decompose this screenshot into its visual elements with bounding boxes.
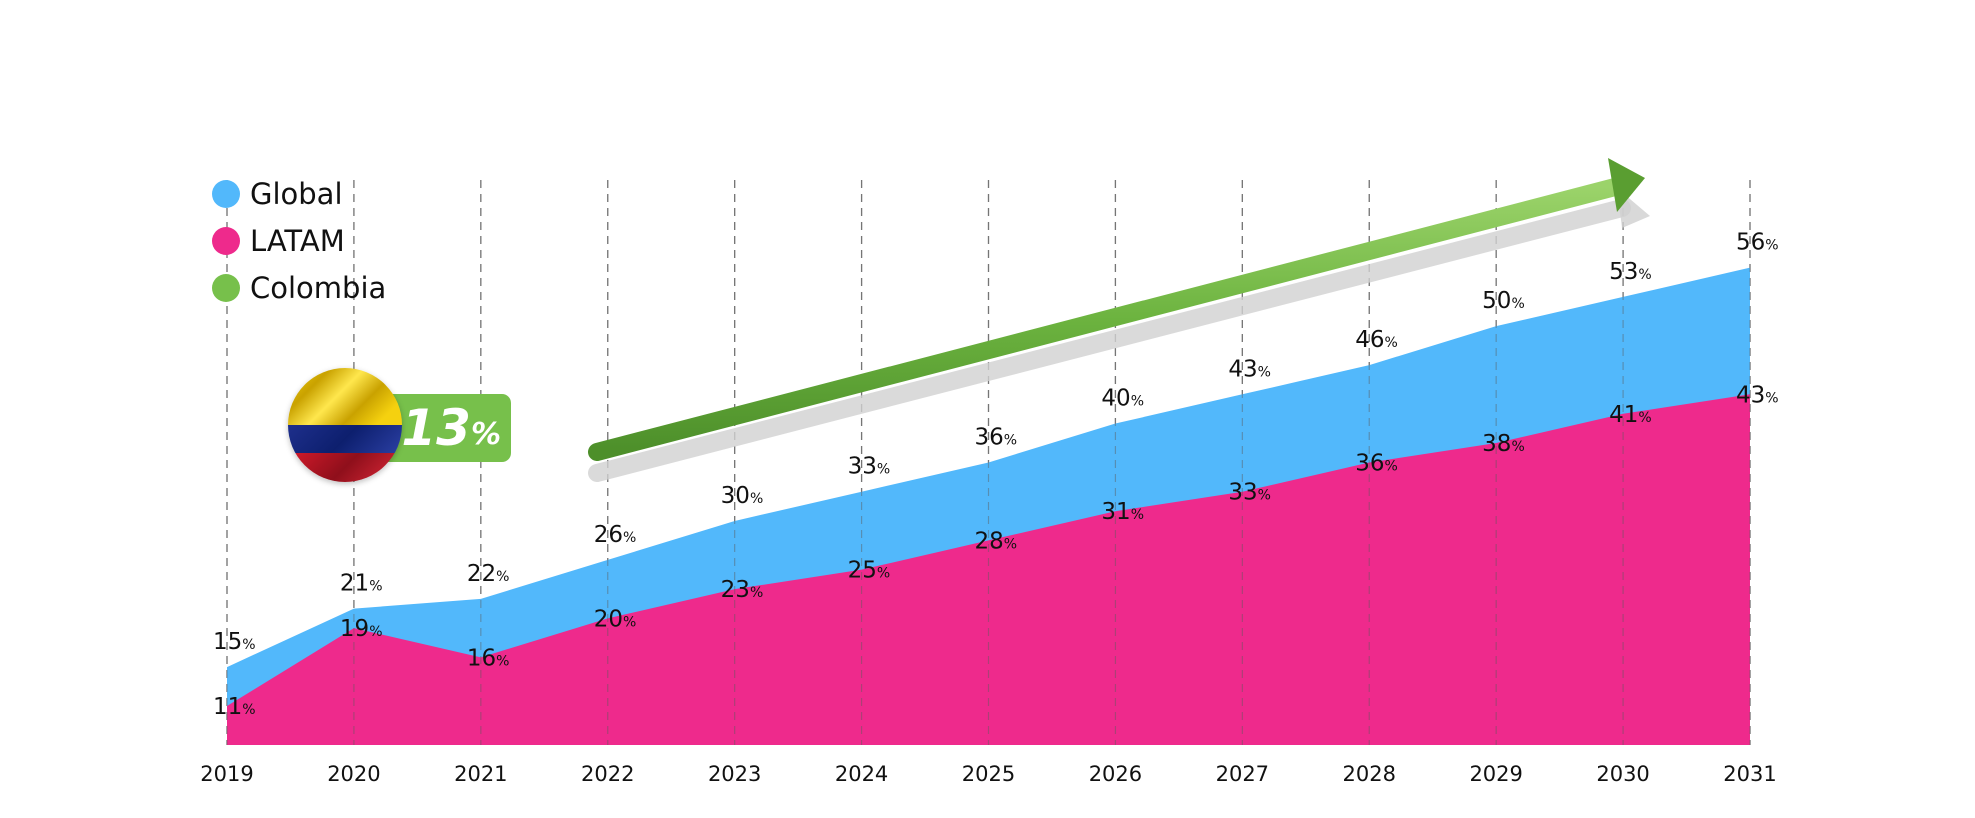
area-latam (227, 394, 1750, 745)
label-global-2027: 43% (1228, 356, 1271, 382)
label-global-2024: 33% (848, 454, 891, 480)
label-latam-2021: 16% (467, 645, 510, 671)
label-latam-2024: 25% (848, 558, 891, 584)
area-layer (226, 180, 1751, 745)
label-global-2025: 36% (975, 425, 1018, 451)
legend: Global LATAM Colombia (212, 170, 386, 311)
label-latam-2028: 36% (1355, 451, 1398, 477)
legend-swatch-global (212, 179, 240, 208)
label-global-2021: 22% (467, 561, 510, 587)
legend-item-latam: LATAM (212, 217, 386, 264)
x-tick-2019: 2019 (200, 762, 253, 786)
label-global-2022: 26% (594, 522, 637, 548)
label-global-2028: 46% (1355, 327, 1398, 353)
arrow-shaft (588, 178, 1624, 461)
x-tick-2031: 2031 (1723, 762, 1776, 786)
arrow-head (1608, 158, 1645, 212)
label-latam-2023: 23% (721, 577, 764, 603)
label-global-2031: 56% (1736, 230, 1779, 256)
x-axis-ticks: 2019 2020 2021 2022 2023 2024 2025 2026 2027 2028… (200, 762, 1776, 786)
label-global-2030: 53% (1609, 259, 1652, 285)
label-latam-2030: 41% (1609, 402, 1652, 428)
label-latam-2029: 38% (1482, 431, 1525, 457)
label-latam-2025: 28% (975, 528, 1018, 554)
legend-swatch-colombia (212, 273, 240, 302)
x-tick-2025: 2025 (962, 762, 1015, 786)
label-global-2020: 21% (340, 571, 383, 597)
legend-label-latam: LATAM (250, 223, 345, 258)
legend-label-global: Global (250, 176, 343, 211)
x-tick-2026: 2026 (1089, 762, 1142, 786)
x-tick-2022: 2022 (581, 762, 634, 786)
x-tick-2028: 2028 (1343, 762, 1396, 786)
x-tick-2029: 2029 (1469, 762, 1522, 786)
x-tick-2030: 2030 (1596, 762, 1649, 786)
label-latam-2019: 11% (213, 694, 256, 720)
x-tick-2021: 2021 (454, 762, 507, 786)
x-tick-2023: 2023 (708, 762, 761, 786)
legend-item-colombia: Colombia (212, 264, 386, 311)
label-global-2026: 40% (1101, 386, 1144, 412)
label-latam-2026: 31% (1101, 499, 1144, 525)
label-latam-2027: 33% (1228, 480, 1271, 506)
arrow-shadow (588, 199, 1631, 482)
label-latam-2022: 20% (594, 606, 637, 632)
label-latam-2020: 19% (340, 616, 383, 642)
label-global-2019: 15% (213, 629, 256, 655)
data-labels: 15% 21% 22% 26% 30% 33% 36% 40% 43% 46% 50% 53% 56% 1… (213, 230, 1779, 720)
legend-label-colombia: Colombia (250, 270, 387, 305)
label-global-2029: 50% (1482, 288, 1525, 314)
colombia-unit: % (470, 416, 501, 452)
colombia-trend-arrow (588, 158, 1650, 482)
label-global-2023: 30% (721, 483, 764, 509)
legend-item-global: Global (212, 170, 386, 217)
label-latam-2031: 43% (1736, 382, 1779, 408)
x-tick-2020: 2020 (327, 762, 380, 786)
legend-swatch-latam (212, 226, 240, 255)
x-tick-2024: 2024 (835, 762, 888, 786)
colombia-flag-icon (288, 368, 402, 482)
colombia-value: 13 (401, 399, 471, 457)
x-tick-2027: 2027 (1216, 762, 1269, 786)
